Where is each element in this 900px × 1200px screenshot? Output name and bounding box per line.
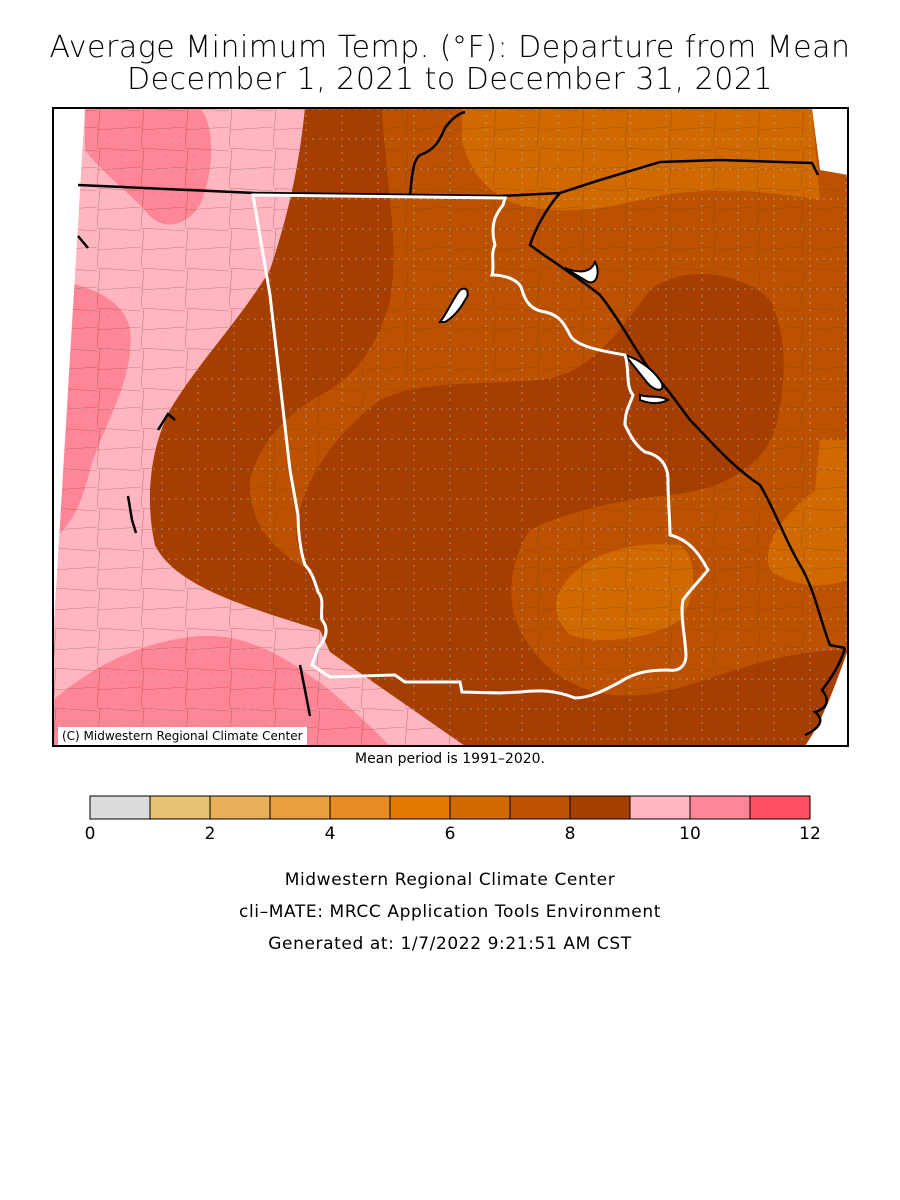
- legend-tick-label: 6: [444, 824, 456, 844]
- legend-bin-11-12: [749, 795, 811, 820]
- credit-line-1: Midwestern Regional Climate Center: [284, 870, 616, 890]
- legend-bin-9-10: [629, 795, 691, 820]
- graticule-dots: [53, 108, 848, 746]
- legend-bin-7-8: [509, 795, 571, 820]
- legend-tick-label: 8: [564, 824, 576, 844]
- legend-bin-0-1: [89, 795, 151, 820]
- legend-bin-10-11: [689, 795, 751, 820]
- river-lakes-east: [564, 259, 671, 404]
- map-title-line1: Average Minimum Temp. (°F): Departure fr…: [49, 30, 851, 65]
- contour-fills: [53, 108, 848, 746]
- no-data-southeast: [805, 650, 848, 746]
- legend-bin-4-5: [329, 795, 391, 820]
- state-outline: [251, 193, 710, 700]
- border-north: [77, 158, 820, 198]
- legend-bin-5-6: [389, 795, 451, 820]
- river-west: [77, 235, 312, 717]
- no-data-northeast: [812, 108, 848, 175]
- map-frame: [52, 107, 849, 747]
- legend-tick-label: 10: [679, 824, 701, 844]
- border-northriver: [408, 110, 466, 197]
- credit-line-2: cli–MATE: MRCC Application Tools Environ…: [239, 902, 661, 922]
- legend-bin-1-2: [149, 795, 211, 820]
- no-data-west: [53, 108, 85, 640]
- credit-line-3: Generated at: 1/7/2022 9:21:51 AM CST: [268, 934, 632, 954]
- mean-period-caption: Mean period is 1991–2020.: [355, 751, 545, 767]
- legend-tick-label: 2: [204, 824, 216, 844]
- legend-bin-3-4: [269, 795, 331, 820]
- copyright-label: (C) Midwestern Regional Climate Center: [58, 727, 307, 745]
- legend-tick-label: 0: [84, 824, 96, 844]
- border-east: [528, 192, 846, 650]
- map-title-line2: December 1, 2021 to December 31, 2021: [127, 62, 773, 97]
- legend-color-bar: [89, 795, 811, 820]
- coast-east: [804, 647, 847, 737]
- lake-north: [437, 287, 469, 323]
- legend-bin-2-3: [209, 795, 271, 820]
- legend-bin-6-7: [449, 795, 511, 820]
- legend-bin-8-9: [569, 795, 631, 820]
- legend-tick-label: 12: [799, 824, 821, 844]
- legend-tick-label: 4: [324, 824, 336, 844]
